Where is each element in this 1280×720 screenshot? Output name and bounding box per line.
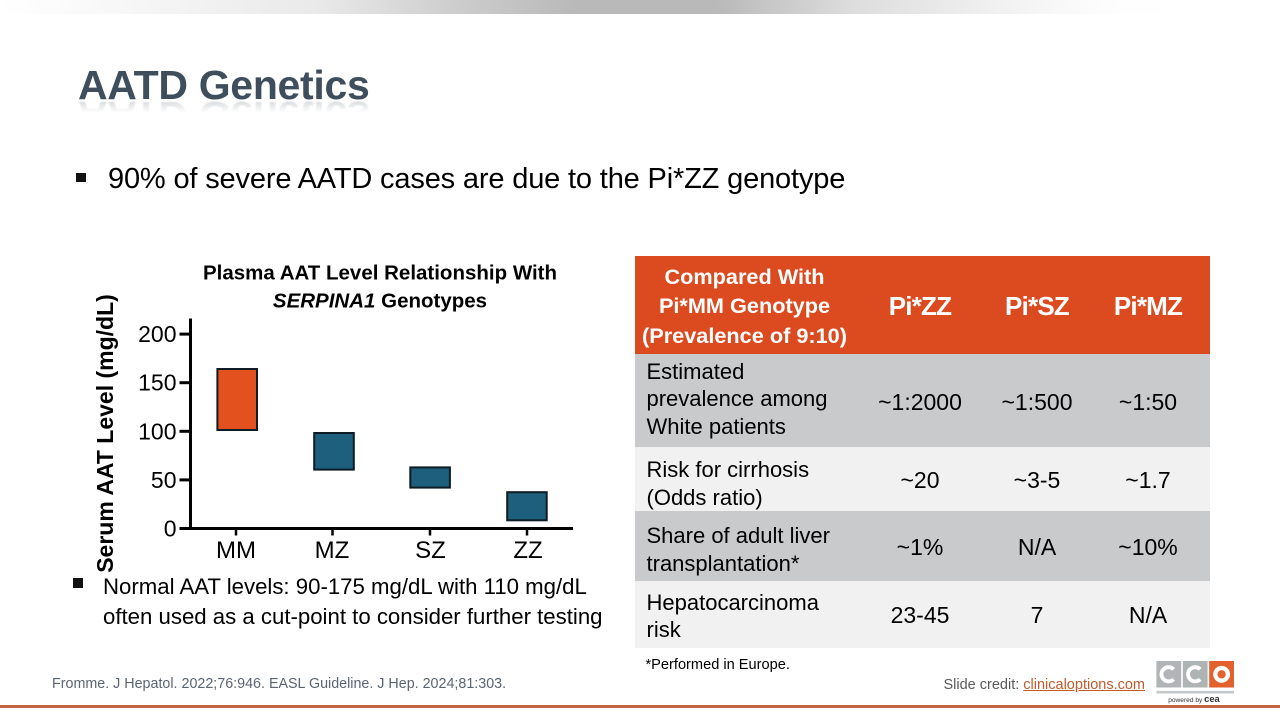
svg-text:powered by cea: powered by cea <box>1168 693 1220 704</box>
svg-text:Plasma AAT Level Relationship: Plasma AAT Level Relationship With <box>203 262 557 285</box>
svg-text:ZZ: ZZ <box>513 537 542 564</box>
svg-text:SZ: SZ <box>415 537 446 564</box>
svg-text:SERPINA1 Genotypes: SERPINA1 Genotypes <box>273 290 487 313</box>
svg-text:0: 0 <box>164 516 177 542</box>
svg-text:Serum AAT Level (mg/dL): Serum AAT Level (mg/dL) <box>92 294 118 573</box>
svg-text:150: 150 <box>138 370 176 396</box>
svg-text:100: 100 <box>138 418 176 444</box>
svg-text:200: 200 <box>138 321 176 347</box>
svg-text:MZ: MZ <box>315 537 350 564</box>
svg-text:50: 50 <box>151 467 177 493</box>
svg-text:MM: MM <box>216 537 256 564</box>
